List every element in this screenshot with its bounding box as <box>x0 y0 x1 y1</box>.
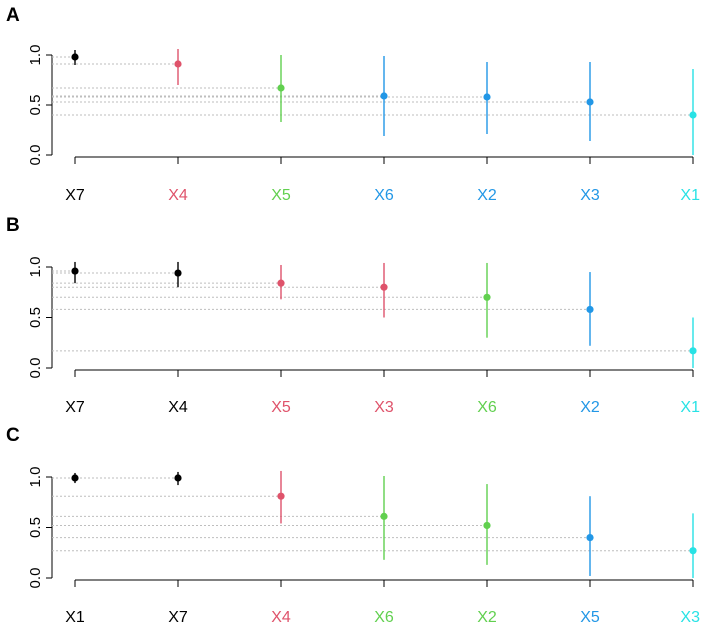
data-point <box>71 474 79 482</box>
y-tick-label: 1.0 <box>27 45 44 66</box>
data-point <box>380 283 388 291</box>
data-point <box>586 534 594 542</box>
data-point <box>586 98 594 106</box>
data-point <box>277 279 285 287</box>
data-point <box>483 521 491 530</box>
data-point <box>174 474 182 482</box>
x-tick-label: X5 <box>271 187 291 204</box>
data-point <box>71 53 79 61</box>
x-tick-label: X5 <box>580 609 600 626</box>
x-tick-label: X7 <box>65 187 85 204</box>
x-tick-label: X1 <box>680 399 700 416</box>
x-tick-label: X2 <box>477 609 497 626</box>
x-tick-label: X4 <box>271 609 291 626</box>
x-tick-label: X4 <box>168 187 188 204</box>
data-point <box>174 269 182 277</box>
y-tick-label: 0.0 <box>27 145 44 166</box>
y-tick-label: 0.5 <box>27 517 44 538</box>
data-point <box>380 512 388 520</box>
x-tick-label: X3 <box>680 609 700 626</box>
x-tick-label: X5 <box>271 399 291 416</box>
x-tick-label: X7 <box>168 609 188 626</box>
y-tick-label: 0.5 <box>27 307 44 328</box>
data-point <box>277 492 285 500</box>
x-tick-label: X1 <box>680 187 700 204</box>
x-tick-label: X3 <box>374 399 394 416</box>
panel-c-label: C <box>6 425 20 446</box>
panel-a: A 0.0 0.5 1.0 X7 X4 X5 X6 X2 X3 X1 <box>6 5 700 204</box>
x-tick-label: X4 <box>168 399 188 416</box>
y-tick-label: 1.0 <box>27 467 44 488</box>
y-tick-label: 1.0 <box>27 257 44 278</box>
x-tick-label: X2 <box>580 399 600 416</box>
data-point <box>71 267 79 275</box>
x-tick-label: X6 <box>374 187 394 204</box>
x-tick-label: X1 <box>65 609 85 626</box>
data-point <box>483 93 491 101</box>
data-point <box>174 60 182 68</box>
y-tick-label: 0.0 <box>27 358 44 379</box>
panel-c: C 0.0 0.5 1.0 X1 X7 X4 X6 X2 X5 X3 <box>6 425 700 626</box>
panel-a-label: A <box>6 5 20 26</box>
data-point <box>689 347 697 355</box>
data-point <box>277 84 285 92</box>
y-tick-label: 0.5 <box>27 95 44 116</box>
x-tick-label: X7 <box>65 399 85 416</box>
x-tick-label: X6 <box>374 609 394 626</box>
x-tick-label: X2 <box>477 187 497 204</box>
panel-b-label: B <box>6 215 20 236</box>
x-tick-label: X6 <box>477 399 497 416</box>
panel-b: B 0.0 0.5 1.0 X7 X4 X5 X3 X6 X2 X1 <box>6 215 700 416</box>
data-point <box>689 111 697 119</box>
data-point <box>689 547 697 555</box>
x-tick-label: X3 <box>580 187 600 204</box>
data-point <box>483 293 491 301</box>
data-point <box>380 92 388 100</box>
data-point <box>586 305 594 314</box>
y-tick-label: 0.0 <box>27 568 44 589</box>
